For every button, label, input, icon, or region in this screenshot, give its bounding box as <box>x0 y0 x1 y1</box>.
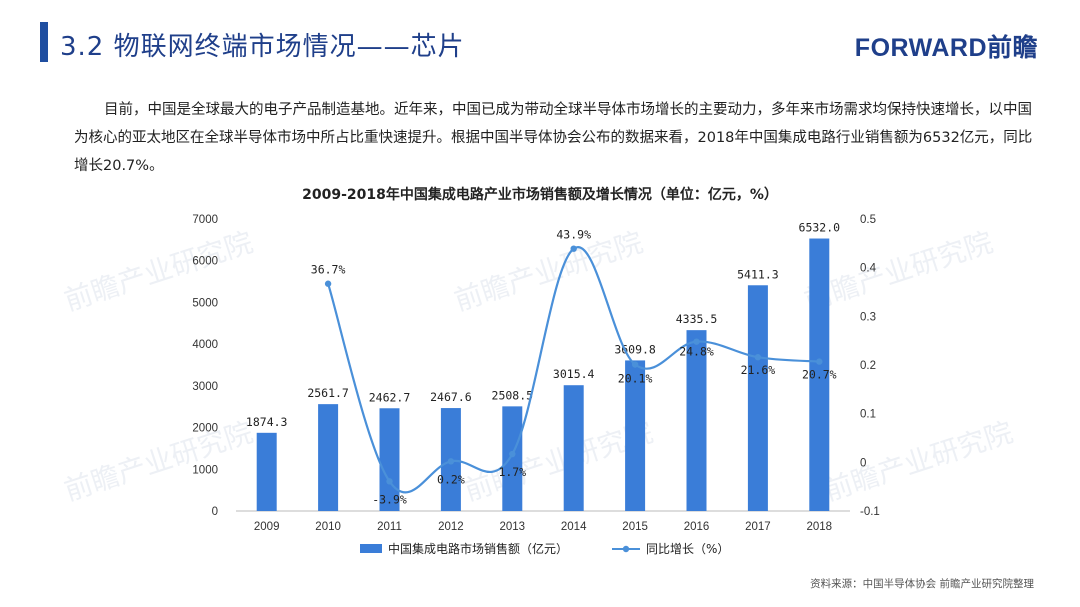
x-tick-label: 2009 <box>254 521 280 533</box>
y-right-tick-label: 0.3 <box>860 311 876 323</box>
growth-value-label: 21.6% <box>741 363 776 377</box>
bar <box>256 432 277 511</box>
forward-logo: FORWARD前瞻 <box>854 34 1038 62</box>
growth-value-label: -3.9% <box>372 492 407 506</box>
body-paragraph: 目前，中国是全球最大的电子产品制造基地。近年来，中国已成为带动全球半导体市场增长… <box>74 102 1033 174</box>
y-left-tick-label: 5000 <box>192 297 218 309</box>
growth-value-label: 0.2% <box>437 472 465 486</box>
y-left-tick-label: 0 <box>212 506 218 518</box>
growth-value-label: 1.7% <box>498 465 526 479</box>
x-tick-label: 2013 <box>500 521 526 533</box>
title-accent-bar <box>40 22 48 62</box>
growth-value-label: 20.7% <box>802 368 837 382</box>
x-tick-label: 2015 <box>622 521 648 533</box>
growth-value-label: 36.7% <box>311 263 346 277</box>
y-left-tick-label: 6000 <box>192 256 218 268</box>
x-tick-label: 2010 <box>315 521 341 533</box>
y-left-tick-label: 4000 <box>192 339 218 351</box>
slide-title: 3.2 物联网终端市场情况——芯片 <box>60 32 465 62</box>
bar-value-label: 6532.0 <box>799 221 841 235</box>
growth-point <box>570 245 577 252</box>
y-right-tick-label: 0.2 <box>860 360 876 372</box>
legend-bar-label: 中国集成电路市场销售额（亿元） <box>388 541 568 556</box>
x-tick-label: 2018 <box>807 521 833 533</box>
bar <box>747 285 768 511</box>
x-tick-label: 2014 <box>561 521 587 533</box>
y-left-tick-label: 2000 <box>192 423 218 435</box>
growth-point <box>693 338 700 345</box>
legend-line-marker <box>622 545 630 553</box>
bar-value-label: 2561.7 <box>307 386 349 400</box>
growth-point <box>386 478 393 485</box>
bar <box>686 330 707 511</box>
bar-value-label: 4335.5 <box>676 312 718 326</box>
bar <box>809 238 830 512</box>
x-tick-label: 2016 <box>684 521 710 533</box>
bar <box>379 408 400 511</box>
growth-value-label: 20.1% <box>618 372 653 386</box>
bar <box>625 360 646 511</box>
bar-value-label: 3015.4 <box>553 367 595 381</box>
y-left-tick-label: 7000 <box>192 214 218 226</box>
growth-point <box>816 358 823 365</box>
growth-value-label: 43.9% <box>556 228 591 242</box>
bar-value-label: 2508.5 <box>492 388 534 402</box>
growth-point <box>631 361 639 368</box>
bar-value-label: 2462.7 <box>369 390 411 404</box>
y-right-tick-label: 0.1 <box>860 409 876 421</box>
x-tick-label: 2017 <box>745 521 771 533</box>
y-right-tick-label: 0 <box>860 457 866 469</box>
legend-bar-swatch <box>360 544 382 553</box>
y-right-tick-label: -0.1 <box>860 506 880 518</box>
source-note: 资料来源：中国半导体协会 前瞻产业研究院整理 <box>810 578 1034 590</box>
growth-point <box>324 280 332 287</box>
x-tick-label: 2012 <box>438 521 464 533</box>
y-left-tick-label: 1000 <box>192 464 218 476</box>
chart-title: 2009-2018年中国集成电路产业市场销售额及增长情况（单位：亿元，%） <box>302 187 778 203</box>
growth-value-label: 24.8% <box>679 345 714 359</box>
y-right-tick-label: 0.4 <box>860 263 877 275</box>
bar-value-label: 5411.3 <box>737 267 779 281</box>
bar-value-label: 3609.8 <box>614 342 656 356</box>
growth-point <box>509 450 516 458</box>
x-tick-label: 2011 <box>377 521 402 533</box>
bar <box>563 385 584 511</box>
bar <box>502 406 523 511</box>
y-left-tick-label: 3000 <box>192 381 218 393</box>
bar <box>318 404 339 511</box>
bar-value-label: 1874.3 <box>246 415 288 429</box>
growth-point <box>754 354 762 361</box>
legend-line-label: 同比增长（%） <box>646 542 729 556</box>
bar-value-label: 2467.6 <box>430 390 472 404</box>
growth-point <box>447 458 455 465</box>
y-right-tick-label: 0.5 <box>860 214 876 226</box>
